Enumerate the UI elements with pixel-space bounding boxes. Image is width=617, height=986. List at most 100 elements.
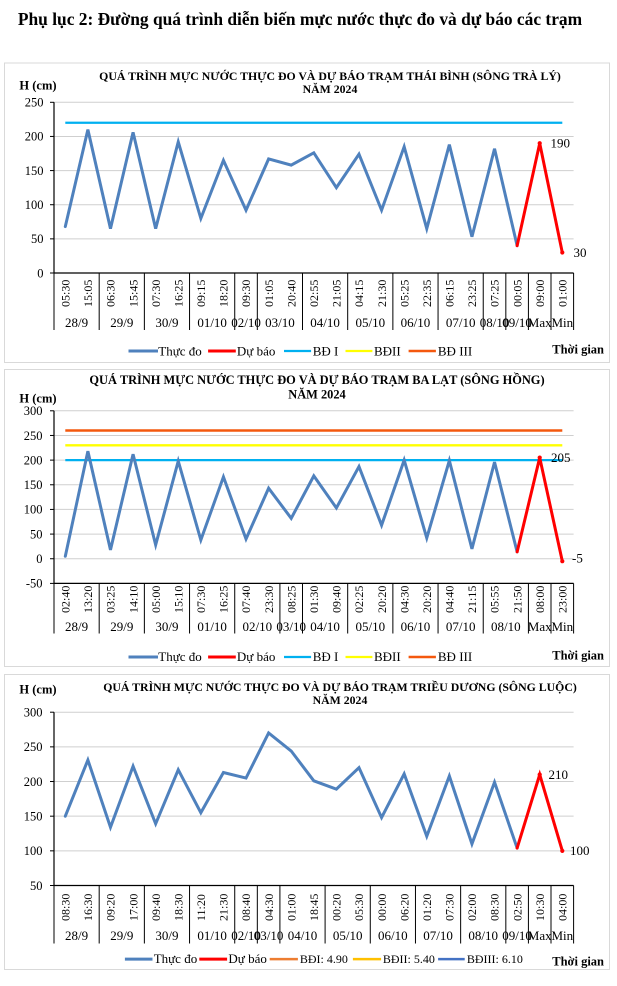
svg-text:Min: Min [551,619,573,634]
svg-text:01:30: 01:30 [307,586,321,613]
svg-text:08/10: 08/10 [480,315,510,330]
svg-text:Max: Max [528,619,552,634]
svg-text:04:15: 04:15 [352,280,366,307]
svg-text:13:20: 13:20 [81,586,95,613]
svg-text:23:30: 23:30 [262,586,276,613]
svg-text:BĐ I: BĐ I [313,649,339,664]
svg-text:Thời gian: Thời gian [552,955,604,969]
svg-text:-5: -5 [572,550,583,565]
svg-text:QUÁ TRÌNH MỰC NƯỚC THỰC ĐO VÀ: QUÁ TRÌNH MỰC NƯỚC THỰC ĐO VÀ DỰ BÁO TRẠ… [89,372,544,387]
svg-text:BĐII: BĐII [374,344,401,359]
svg-text:04/10: 04/10 [310,315,340,330]
svg-text:BĐI: 4.90: BĐI: 4.90 [300,952,348,966]
svg-text:Thực đo: Thực đo [158,649,202,664]
svg-text:200: 200 [24,453,43,467]
svg-text:BĐ III: BĐ III [438,649,472,664]
svg-text:09:00: 09:00 [533,280,547,307]
svg-text:150: 150 [24,478,43,492]
svg-text:01:00: 01:00 [556,280,570,307]
svg-text:07:30: 07:30 [194,586,208,613]
svg-text:150: 150 [24,809,43,823]
svg-text:09:40: 09:40 [330,586,344,613]
svg-text:06/10: 06/10 [401,315,431,330]
svg-text:05/10: 05/10 [333,928,363,943]
svg-text:06/10: 06/10 [401,619,431,634]
svg-text:100: 100 [24,844,43,858]
svg-text:11:20: 11:20 [194,894,208,921]
svg-text:Min: Min [551,928,573,943]
svg-text:06:20: 06:20 [397,894,411,921]
svg-text:02/10: 02/10 [243,619,273,634]
svg-text:29/9: 29/9 [110,928,133,943]
svg-text:Dự báo: Dự báo [237,649,275,664]
svg-text:BĐIII: 6.10: BĐIII: 6.10 [467,952,523,966]
svg-text:17:00: 17:00 [126,894,140,921]
svg-text:02:50: 02:50 [510,894,524,921]
svg-text:01:00: 01:00 [284,894,298,921]
svg-text:09:15: 09:15 [194,280,208,307]
svg-text:04/10: 04/10 [310,619,340,634]
svg-text:02:25: 02:25 [352,586,366,613]
svg-text:16:25: 16:25 [217,586,231,613]
svg-text:30/9: 30/9 [155,619,178,634]
svg-text:H (cm): H (cm) [19,683,56,697]
svg-text:16:25: 16:25 [171,280,185,307]
svg-text:01/10: 01/10 [197,315,227,330]
svg-text:Max: Max [528,315,552,330]
svg-text:04:00: 04:00 [556,894,570,921]
svg-text:21:30: 21:30 [375,280,389,307]
svg-text:02:00: 02:00 [465,894,479,921]
svg-text:QUÁ TRÌNH MỰC NƯỚC THỰC ĐO VÀ: QUÁ TRÌNH MỰC NƯỚC THỰC ĐO VÀ DỰ BÁO TRẠ… [103,679,577,694]
svg-text:08:25: 08:25 [284,586,298,613]
svg-text:100: 100 [570,843,590,858]
svg-text:05/10: 05/10 [355,619,385,634]
svg-text:0: 0 [37,266,43,280]
svg-text:BĐII: 5.40: BĐII: 5.40 [383,952,435,966]
svg-text:Thời gian: Thời gian [552,343,604,357]
svg-text:08/10: 08/10 [491,619,521,634]
svg-text:06:30: 06:30 [104,280,118,307]
svg-text:21:05: 21:05 [330,280,344,307]
svg-text:200: 200 [24,775,43,789]
svg-text:00:20: 00:20 [330,894,344,921]
svg-text:07:30: 07:30 [149,280,163,307]
svg-text:04:30: 04:30 [397,586,411,613]
svg-text:18:30: 18:30 [171,894,185,921]
svg-text:NĂM 2024: NĂM 2024 [303,82,358,96]
svg-text:07/10: 07/10 [423,928,453,943]
svg-text:Min: Min [551,315,573,330]
svg-text:03/10: 03/10 [254,928,284,943]
svg-text:01:20: 01:20 [420,894,434,921]
svg-text:15:10: 15:10 [171,586,185,613]
svg-text:03:25: 03:25 [104,586,118,613]
svg-text:16:30: 16:30 [81,894,95,921]
svg-text:BĐ III: BĐ III [438,344,472,359]
svg-text:18:45: 18:45 [307,894,321,921]
svg-text:08:00: 08:00 [533,586,547,613]
svg-text:Dự báo: Dự báo [237,344,275,359]
svg-text:21:15: 21:15 [465,586,479,613]
svg-text:NĂM 2024: NĂM 2024 [313,693,368,707]
svg-text:-50: -50 [26,577,43,591]
svg-text:100: 100 [25,198,44,212]
svg-text:20:40: 20:40 [284,280,298,307]
svg-text:29/9: 29/9 [110,315,133,330]
svg-text:05:00: 05:00 [149,586,163,613]
svg-text:15:05: 15:05 [81,280,95,307]
svg-text:Thời gian: Thời gian [552,649,604,663]
svg-text:QUÁ TRÌNH MỰC NƯỚC THỰC ĐO VÀ: QUÁ TRÌNH MỰC NƯỚC THỰC ĐO VÀ DỰ BÁO TRẠ… [99,69,561,83]
svg-text:190: 190 [551,136,571,151]
svg-text:08:30: 08:30 [58,894,72,921]
svg-text:15:45: 15:45 [126,280,140,307]
svg-text:07:25: 07:25 [488,280,502,307]
svg-text:09/10: 09/10 [502,315,532,330]
svg-text:09/10: 09/10 [502,928,532,943]
svg-text:20:20: 20:20 [375,586,389,613]
svg-text:03/10: 03/10 [276,619,306,634]
svg-text:21:50: 21:50 [510,586,524,613]
svg-text:50: 50 [31,232,44,246]
svg-text:05:55: 05:55 [488,586,502,613]
svg-text:250: 250 [25,96,44,110]
svg-text:09:20: 09:20 [104,894,118,921]
svg-text:03/10: 03/10 [265,315,295,330]
